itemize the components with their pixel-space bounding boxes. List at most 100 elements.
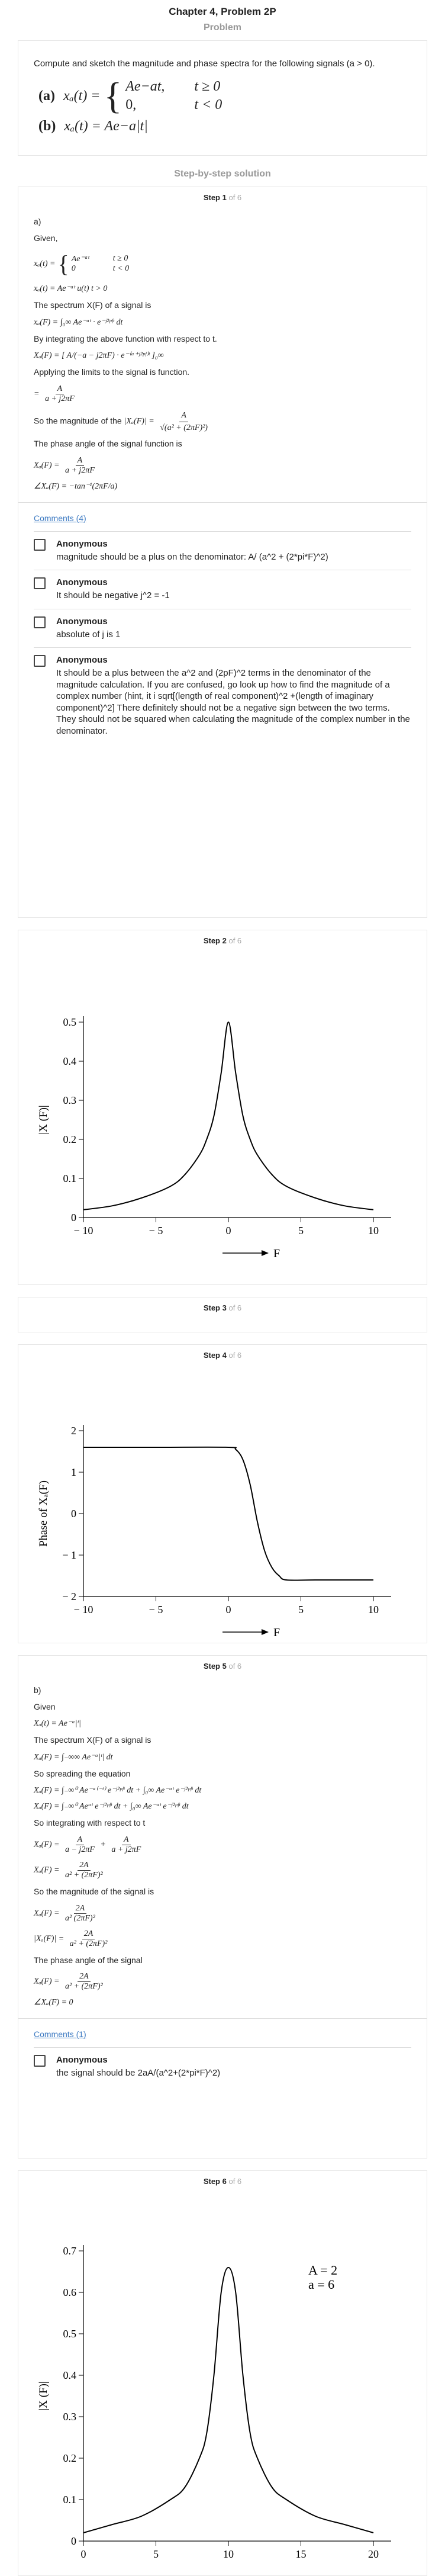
- problem-statement: Compute and sketch the magnitude and pha…: [34, 59, 375, 69]
- comment-text: It should be a plus between the a^2 and …: [56, 668, 410, 736]
- eq-given-2: xₐ(t) = Ae⁻ᵃᵗ u(t) t > 0: [34, 284, 108, 294]
- comment-checkbox[interactable]: [34, 2055, 46, 2067]
- phase-text: The phase angle of the signal function i…: [34, 439, 182, 449]
- part-a-lhs: xₐ(t) =: [63, 88, 101, 104]
- step-4: Step 4 of 6 − 2− 1 0 1 2− 10− 5 0 5 10 Phase of…: [18, 1344, 427, 1643]
- step-header: Step 3 of 6: [203, 1303, 242, 1312]
- solution-heading: Step-by-step solution: [174, 169, 271, 179]
- y-tick-label: 0: [71, 1508, 76, 1520]
- magnitude-text: So the magnitude of the signal is: [34, 1886, 154, 1896]
- y-tick-label: 0.1: [63, 1173, 77, 1184]
- step-header: Step 2 of 6: [203, 936, 242, 945]
- eq-spectrum: Xₐ(F) = ∫₋∞∞ Ae⁻ᵃ|ᵗ| dt: [34, 1752, 113, 1762]
- comment-author: Anonymous: [56, 616, 108, 627]
- x-tick-label: 5: [298, 1225, 304, 1236]
- spectrum-text: The spectrum X(F) of a signal is: [34, 1735, 151, 1745]
- step-header: Step 1 of 6: [203, 193, 242, 202]
- series-line: [83, 1021, 374, 1210]
- y-tick-label: 0.2: [63, 2452, 77, 2464]
- comment-item: Anonymous the signal should be 2aA/(a^2+(…: [34, 2047, 411, 2086]
- eq-integrated: Xₐ(F) = [ A/(−a − j2πF) · e⁻⁽ᵃ⁺ʲ²ᵖᶠ⁾ᵗ ]₀…: [34, 351, 164, 361]
- case1-cond: t ≥ 0: [194, 79, 221, 94]
- series-line: [83, 2266, 374, 2533]
- comment-checkbox[interactable]: [34, 655, 46, 667]
- comment-item: Anonymous magnitude should be a plus on t…: [34, 531, 411, 570]
- comment-author: Anonymous: [56, 577, 108, 588]
- eq-phase-1: Xₐ(F) = 2A a² + (2πF)²: [34, 1972, 103, 1992]
- y-tick-label: 0.3: [63, 1094, 77, 1106]
- y-axis-label: |X (F)|: [37, 2381, 50, 2410]
- brace-glyph: {: [104, 75, 122, 117]
- y-tick-label: 0.2: [63, 1133, 77, 1145]
- series-line: [83, 1446, 373, 1581]
- step-header: Step 4 of 6: [203, 1351, 242, 1360]
- y-axis-label: |X (F)|: [37, 1105, 50, 1134]
- y-tick-label: 0.4: [63, 1055, 77, 1067]
- y-tick-label: − 1: [62, 1549, 76, 1561]
- comments-link[interactable]: Comments (4): [34, 513, 86, 523]
- chart-annotation: a = 6: [308, 2277, 334, 2292]
- magnitude-row: So the magnitude of the |Xₐ(F)| = A √(a² …: [34, 410, 208, 432]
- x-tick-label: 0: [226, 1604, 231, 1615]
- comment-author: Anonymous: [56, 2055, 108, 2066]
- chart-annotation: A = 2: [308, 2263, 337, 2278]
- comment-item: Anonymous absolute of j is 1: [34, 608, 411, 648]
- phase-text: The phase angle of the signal: [34, 1955, 143, 1965]
- part-b-tag: (b): [38, 118, 56, 134]
- y-axis-label: Phase of Xₐ(F): [37, 1480, 50, 1547]
- comment-author: Anonymous: [56, 655, 108, 666]
- eq-integrated-2: Xₐ(F) = 2A a² + (2πF)²: [34, 1860, 103, 1880]
- y-tick-label: 0: [71, 1212, 76, 1223]
- x-axis-label: F: [273, 1626, 280, 1638]
- y-tick-label: 0.6: [63, 2286, 77, 2298]
- eq-mag-1: Xₐ(F) = 2A a² (2πF)²: [34, 1903, 95, 1923]
- step-header: Step 5 of 6: [203, 1662, 242, 1671]
- comment-item: Anonymous It should be negative j^2 = -1: [34, 570, 411, 609]
- x-tick-label: 0: [81, 2548, 86, 2560]
- y-tick-label: 0.3: [63, 2411, 77, 2423]
- comment-checkbox[interactable]: [34, 616, 46, 628]
- y-tick-label: 0.7: [63, 2245, 77, 2257]
- case2-cond: t < 0: [194, 97, 222, 113]
- comments-link[interactable]: Comments (1): [34, 2029, 86, 2039]
- x-label-arrowhead: [262, 1250, 269, 1256]
- problem-box: Compute and sketch the magnitude and pha…: [18, 40, 427, 156]
- part-a: (a) xₐ(t) = { Ae−at, t ≥ 0 0, t < 0: [38, 77, 411, 115]
- part-b: (b) xₐ(t) = Ae−a|t|: [38, 118, 411, 134]
- x-axis-label: F: [273, 1247, 280, 1260]
- eq-phase-2: ∠Xₐ(F) = −tan⁻¹(2πF/a): [34, 481, 118, 491]
- part-a-cases: Ae−at, t ≥ 0 0, t < 0: [125, 79, 222, 113]
- comment-text: magnitude should be a plus on the denomi…: [56, 551, 328, 562]
- step-5: Step 5 of 6 b) Given Xₐ(t) = Ae⁻ᵃ|ᵗ| The…: [18, 1655, 427, 2159]
- comment-text: It should be negative j^2 = -1: [56, 590, 170, 601]
- comment-text: absolute of j is 1: [56, 629, 121, 640]
- eq-mag-2: |Xₐ(F)| = 2A a² + (2πF)²: [34, 1929, 108, 1948]
- y-tick-label: − 2: [62, 1591, 76, 1602]
- y-tick-label: 2: [71, 1425, 76, 1437]
- y-tick-label: 0.5: [63, 2328, 77, 2340]
- comment-checkbox[interactable]: [34, 538, 46, 551]
- eq-given: Xₐ(t) = Ae⁻ᵃ|ᵗ|: [34, 1719, 81, 1729]
- step-1: Step 1 of 6 a) Given, xₐ(t) = { Ae⁻ᵃᵗ t ≥…: [18, 187, 427, 918]
- eq-phase-2: ∠Xₐ(F) = 0: [34, 1998, 73, 2008]
- comment-checkbox[interactable]: [34, 577, 46, 590]
- limits-text: Applying the limits to the signal is fun…: [34, 367, 190, 377]
- x-tick-label: 0: [226, 1225, 231, 1236]
- y-tick-label: 0.4: [63, 2369, 77, 2381]
- eq-spread-2: Xₐ(F) = ∫₋∞⁰ Aeᵃᵗ e⁻ʲ²ᵖᶠᵗ dt + ∫₀∞ Ae⁻ᵃᵗ…: [34, 1802, 189, 1811]
- page-title: Chapter 4, Problem 2P: [169, 6, 276, 17]
- x-tick-label: 10: [368, 1604, 379, 1615]
- x-tick-label: 10: [368, 1225, 379, 1236]
- part-a-tag: (a): [38, 88, 55, 104]
- step-2: Step 2 of 6 0 0.1 0.2 0.3 0.4 0.5 − 10 − 5 0 5 10 |…: [18, 930, 427, 1285]
- step-6: Step 6 of 6 0 0.1 0.2 0.3 0.4 0.5 0.6 0.7 0 5 10 15…: [18, 2170, 427, 2576]
- eq-spectrum: xₐ(F) = ∫₀∞ Ae⁻ᵃᵗ · e⁻ʲ²ᵖᶠᵗ dt: [34, 317, 123, 327]
- integrate-text: So integrating with respect to t: [34, 1818, 146, 1828]
- magnitude-chart-b: 0 0.1 0.2 0.3 0.4 0.5 0.6 0.7 0 5 10 15 20 |X (F)| A =…: [37, 2245, 391, 2560]
- x-tick-label: − 5: [149, 1604, 163, 1615]
- x-tick-label: 15: [296, 2548, 307, 2560]
